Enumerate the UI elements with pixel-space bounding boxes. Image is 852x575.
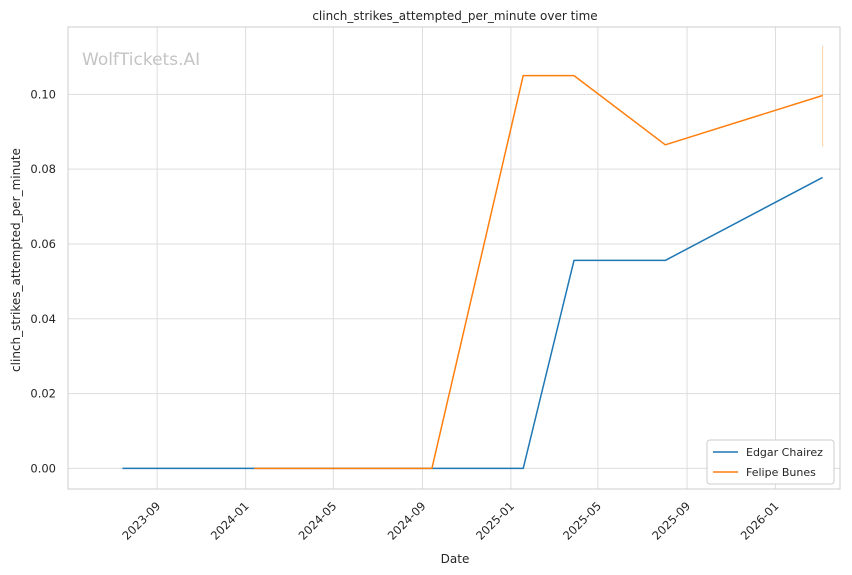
grid — [68, 27, 840, 489]
y-tick-label-3: 0.06 — [30, 237, 56, 251]
chart-title: clinch_strikes_attempted_per_minute over… — [312, 9, 597, 23]
series-layer — [122, 45, 824, 470]
y-tick-label-4: 0.08 — [30, 162, 56, 176]
y-tick-label-5: 0.10 — [30, 87, 56, 101]
y-tick-label-2: 0.04 — [30, 312, 56, 326]
x-axis-label: Date — [441, 552, 470, 566]
plot-frame — [67, 26, 841, 490]
legend: Edgar Chairez Felipe Bunes — [706, 439, 835, 485]
y-tick-label-1: 0.02 — [30, 387, 56, 401]
series-line-felipe-bunes — [254, 74, 823, 470]
watermark-text: WolfTickets.AI — [82, 50, 200, 70]
y-axis-label: clinch_strikes_attempted_per_minute — [9, 148, 23, 372]
y-tick-label-0: 0.00 — [30, 461, 56, 475]
legend-box — [706, 439, 835, 485]
legend-label-felipe-bunes: Felipe Bunes — [746, 466, 816, 479]
legend-label-edgar-chairez: Edgar Chairez — [746, 446, 823, 459]
